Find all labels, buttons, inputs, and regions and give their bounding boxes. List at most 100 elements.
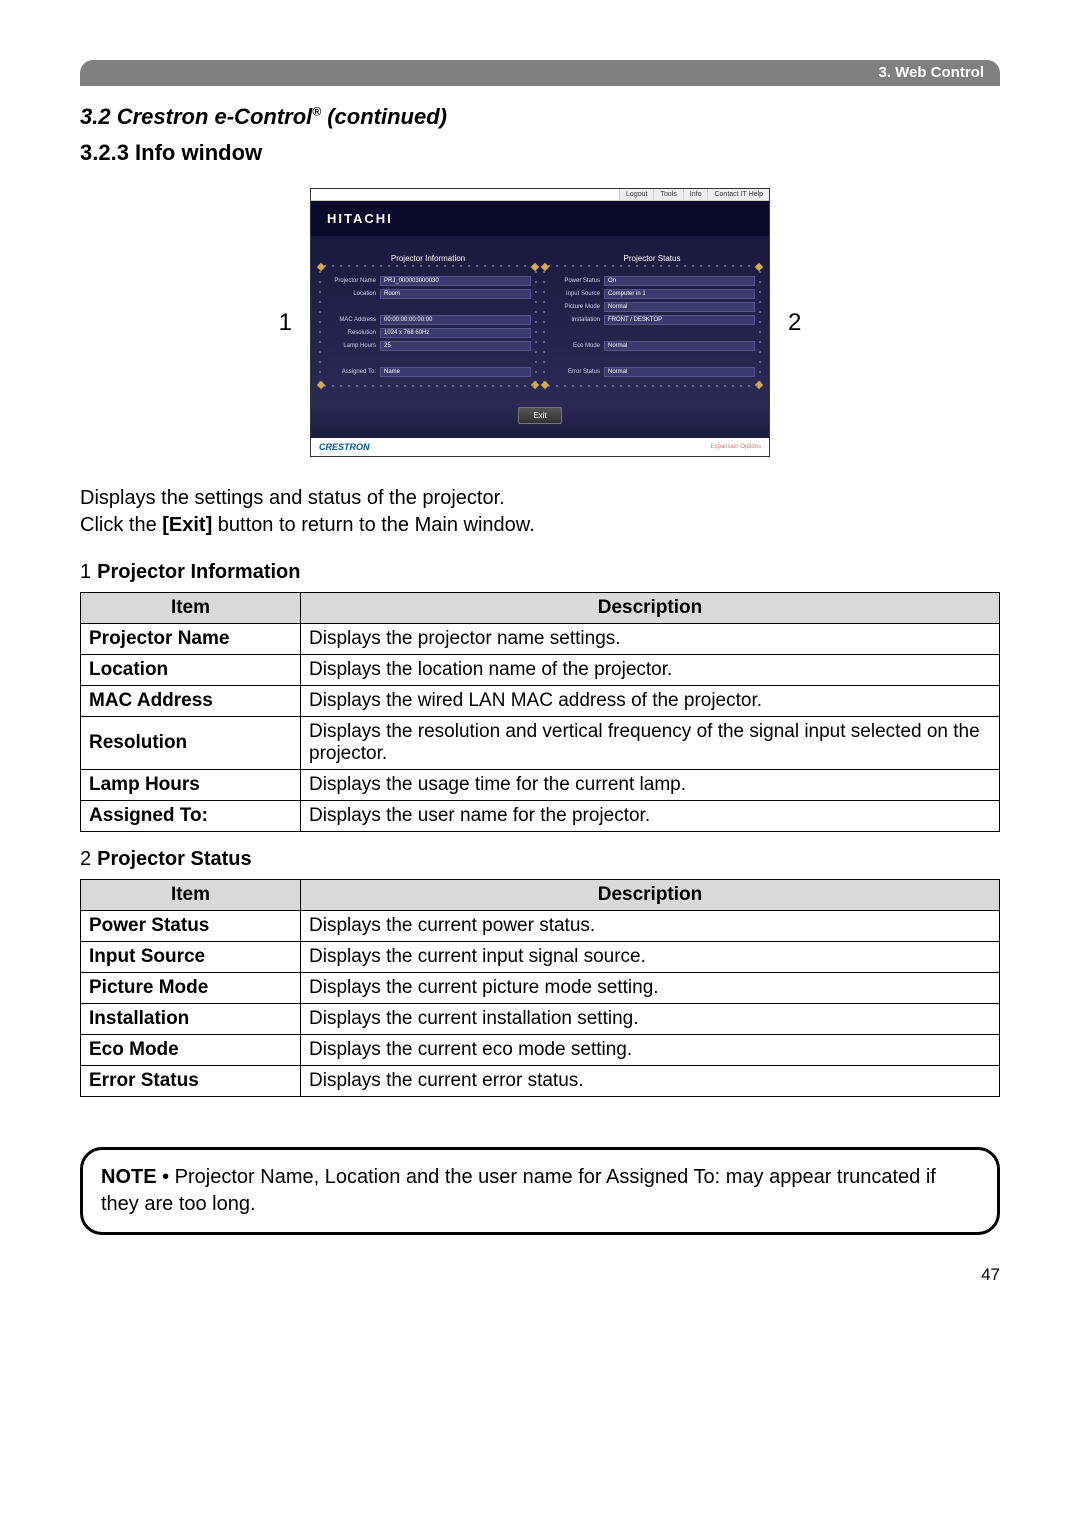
info-row: Eco ModeNormal [549, 340, 755, 351]
col-item: Item [81, 593, 301, 624]
cell-description: Displays the resolution and vertical fre… [301, 717, 1000, 770]
info-key: Installation [549, 317, 604, 323]
info-key: Input Source [549, 291, 604, 297]
cell-item: Assigned To: [81, 801, 301, 832]
page-number: 47 [80, 1265, 1000, 1285]
callout-right: 2 [788, 309, 801, 337]
table2-title: 2 Projector Status [80, 848, 1000, 871]
table-row: MAC AddressDisplays the wired LAN MAC ad… [81, 686, 1000, 717]
info-value: Normal [604, 341, 755, 351]
col-description: Description [301, 593, 1000, 624]
cell-description: Displays the current error status. [301, 1066, 1000, 1097]
cell-description: Displays the current eco mode setting. [301, 1035, 1000, 1066]
note-label: NOTE [101, 1166, 157, 1188]
info-key: Error Status [549, 369, 604, 375]
cell-item: Resolution [81, 717, 301, 770]
info-key: Picture Mode [549, 304, 604, 310]
cell-description: Displays the usage time for the current … [301, 770, 1000, 801]
table-row: ResolutionDisplays the resolution and ve… [81, 717, 1000, 770]
description-text: Displays the settings and status of the … [80, 485, 1000, 539]
info-value: Normal [604, 367, 755, 377]
cell-description: Displays the current installation settin… [301, 1004, 1000, 1035]
table2-label: Projector Status [97, 848, 251, 870]
table-row: Item Description [81, 880, 1000, 911]
table-row: Picture ModeDisplays the current picture… [81, 973, 1000, 1004]
info-key: MAC Address [325, 317, 380, 323]
tab-contact[interactable]: Contact IT Help [707, 189, 769, 200]
cell-item: Picture Mode [81, 973, 301, 1004]
note-text: • Projector Name, Location and the user … [101, 1166, 936, 1215]
section-title: 3.2 Crestron e-Control® (continued) [80, 104, 1000, 130]
exit-button[interactable]: Exit [518, 407, 561, 424]
info-row: Error StatusNormal [549, 366, 755, 377]
cell-item: Error Status [81, 1066, 301, 1097]
info-value: Name [380, 367, 531, 377]
info-value: 25 [380, 341, 531, 351]
info-row [549, 353, 755, 364]
info-key: Assigned To: [325, 369, 380, 375]
table-row: Power StatusDisplays the current power s… [81, 911, 1000, 942]
cell-item: Installation [81, 1004, 301, 1035]
info-window-screenshot: Logout Tools Info Contact IT Help HITACH… [310, 188, 770, 457]
expansion-options-link[interactable]: Expansion Options [711, 444, 761, 450]
shot-footer: CRESTRON Expansion Options [311, 438, 769, 456]
projector-status-panel: Projector Status Power StatusOnInput Sou… [545, 254, 759, 385]
info-key: Projector Name [325, 278, 380, 284]
info-value: PRJ_000003000030 [380, 276, 531, 286]
registered-mark: ® [312, 105, 321, 119]
chapter-header-bar: 3. Web Control [80, 60, 1000, 86]
table-row: Projector NameDisplays the projector nam… [81, 624, 1000, 655]
table-row: Item Description [81, 593, 1000, 624]
panel1-title: Projector Information [321, 254, 535, 263]
projector-status-table: Item Description Power StatusDisplays th… [80, 879, 1000, 1097]
cell-item: Lamp Hours [81, 770, 301, 801]
table-row: Error StatusDisplays the current error s… [81, 1066, 1000, 1097]
info-row: Lamp Hours25 [325, 340, 531, 351]
table1-title: 1Projector Information [80, 561, 1000, 584]
info-row: Power StatusOn [549, 275, 755, 286]
info-row: Picture ModeNormal [549, 301, 755, 312]
callout-left: 1 [279, 309, 292, 337]
screenshot-figure: 1 Logout Tools Info Contact IT Help HITA… [80, 188, 1000, 457]
cell-description: Displays the current input signal source… [301, 942, 1000, 973]
info-value: FRONT / DESKTOP [604, 315, 755, 325]
info-row: Resolution1024 x 768 60Hz [325, 327, 531, 338]
desc-line2a: Click the [80, 514, 162, 536]
cell-item: Projector Name [81, 624, 301, 655]
col-item: Item [81, 880, 301, 911]
info-row: InstallationFRONT / DESKTOP [549, 314, 755, 325]
subsection-title: 3.2.3 Info window [80, 140, 1000, 166]
info-row: Input SourceComputer in 1 [549, 288, 755, 299]
cell-description: Displays the projector name settings. [301, 624, 1000, 655]
tab-info[interactable]: Info [683, 189, 708, 200]
cell-description: Displays the wired LAN MAC address of th… [301, 686, 1000, 717]
table2-num: 2 [80, 848, 91, 870]
table-row: Input SourceDisplays the current input s… [81, 942, 1000, 973]
info-key: Resolution [325, 330, 380, 336]
table1-num: 1 [80, 561, 91, 583]
info-row [325, 353, 531, 364]
col-description: Description [301, 880, 1000, 911]
cell-item: MAC Address [81, 686, 301, 717]
tab-tools[interactable]: Tools [653, 189, 682, 200]
chapter-label: 3. Web Control [878, 64, 984, 81]
info-value: Room [380, 289, 531, 299]
cell-description: Displays the user name for the projector… [301, 801, 1000, 832]
tab-logout[interactable]: Logout [619, 189, 653, 200]
cell-item: Eco Mode [81, 1035, 301, 1066]
desc-line1: Displays the settings and status of the … [80, 487, 505, 509]
info-key: Eco Mode [549, 343, 604, 349]
table-row: LocationDisplays the location name of th… [81, 655, 1000, 686]
table-row: InstallationDisplays the current install… [81, 1004, 1000, 1035]
table-row: Eco ModeDisplays the current eco mode se… [81, 1035, 1000, 1066]
info-row: LocationRoom [325, 288, 531, 299]
table-row: Lamp HoursDisplays the usage time for th… [81, 770, 1000, 801]
note-box: NOTE • Projector Name, Location and the … [80, 1147, 1000, 1235]
tab-bar: Logout Tools Info Contact IT Help [311, 189, 769, 201]
desc-line2c: button to return to the Main window. [212, 514, 534, 536]
cell-item: Location [81, 655, 301, 686]
info-value: On [604, 276, 755, 286]
cell-item: Power Status [81, 911, 301, 942]
info-value: 1024 x 768 60Hz [380, 328, 531, 338]
info-value: Computer in 1 [604, 289, 755, 299]
